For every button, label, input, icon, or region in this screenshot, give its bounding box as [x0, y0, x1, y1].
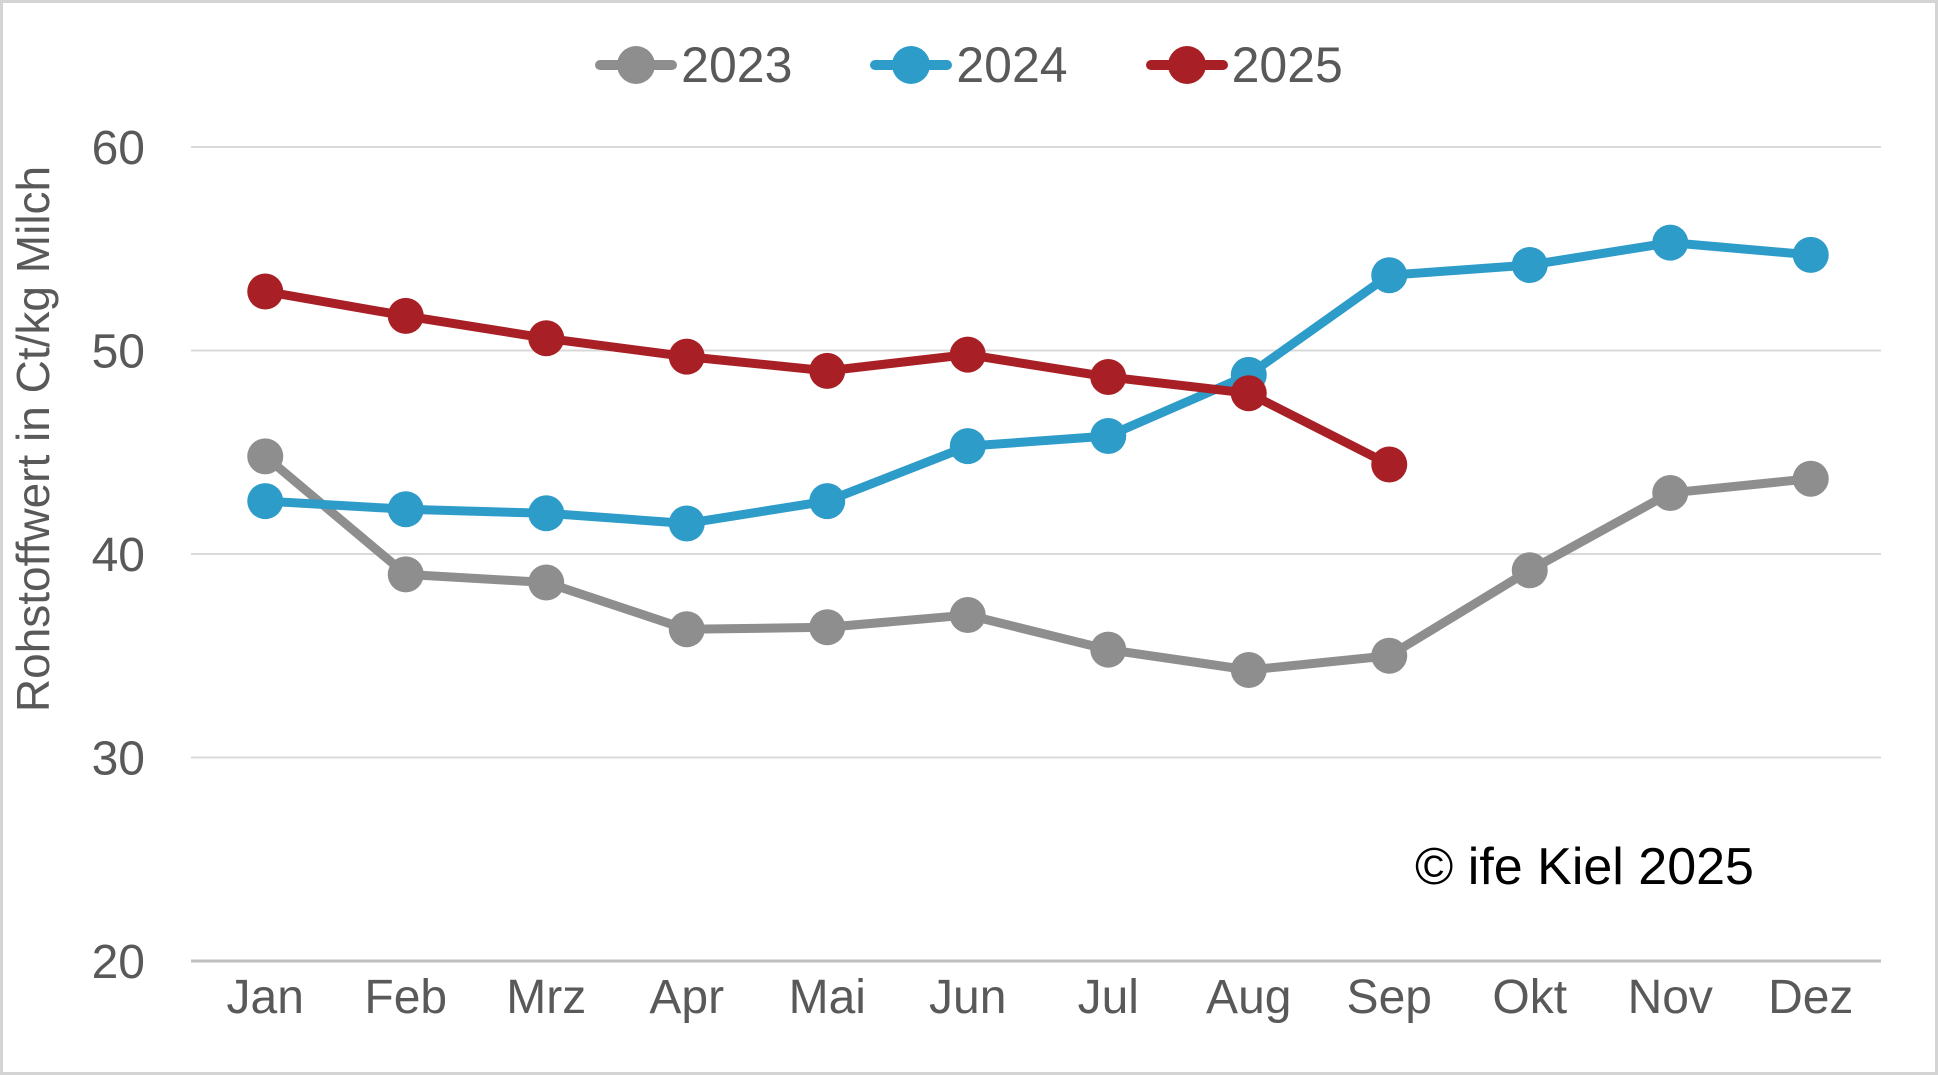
data-point-2024-Jul — [1090, 417, 1127, 454]
plot-area: 60 50 40 30 20 Jan Feb Mrz Apr Mai Jun Jul Aug Sep Okt… — [7, 122, 1881, 1024]
data-point-2023-Feb — [387, 556, 424, 593]
data-point-2025-Feb — [387, 297, 424, 334]
data-point-2023-Jun — [949, 597, 986, 634]
data-point-2024-Feb — [387, 491, 424, 528]
y-tick-label: 30 — [92, 733, 145, 786]
data-point-2025-Mai — [809, 352, 846, 389]
data-point-2023-Mai — [809, 609, 846, 646]
y-tick-label: 20 — [92, 936, 145, 989]
legend-marker-icon — [1145, 45, 1228, 85]
data-point-2024-Jun — [949, 428, 986, 465]
data-point-2025-Aug — [1230, 375, 1267, 412]
x-tick-label: Jun — [929, 971, 1006, 1024]
x-tick-label: Aug — [1206, 971, 1291, 1024]
x-tick-label: Mai — [789, 971, 866, 1024]
series-line-2024 — [260, 238, 1816, 528]
data-point-2024-Okt — [1511, 247, 1548, 284]
data-point-2024-Nov — [1652, 224, 1689, 261]
y-tick-label: 60 — [92, 122, 145, 175]
x-tick-label: Dez — [1768, 971, 1853, 1024]
series-line-2023 — [260, 451, 1816, 675]
legend-label: 2025 — [1231, 37, 1343, 93]
legend-label: 2023 — [681, 37, 793, 93]
copyright-text: © ife Kiel 2025 — [1415, 838, 1754, 896]
data-point-2023-Sep — [1371, 637, 1408, 674]
data-point-2023-Mrz — [528, 564, 565, 601]
data-point-2023-Nov — [1652, 474, 1689, 511]
x-tick-label: Feb — [364, 971, 447, 1024]
chart-legend: 2023 2024 2025 — [3, 33, 1935, 97]
data-point-2024-Sep — [1371, 257, 1408, 294]
data-point-2023-Okt — [1511, 552, 1548, 589]
legend-item-2025: 2025 — [1145, 37, 1343, 93]
data-point-2024-Jan — [247, 483, 284, 520]
data-point-2025-Jul — [1090, 358, 1127, 395]
data-point-2025-Jun — [949, 336, 986, 373]
legend-item-2024: 2024 — [870, 37, 1068, 93]
x-tick-label: Jan — [227, 971, 304, 1024]
y-tick-label: 50 — [92, 326, 145, 379]
x-tick-label: Sep — [1347, 971, 1432, 1024]
legend-marker-icon — [595, 45, 678, 85]
data-point-2024-Dez — [1792, 236, 1829, 273]
y-axis-title: Rohstoffwert in Ct/kg Milch — [7, 166, 59, 712]
data-point-2024-Apr — [668, 505, 705, 542]
data-point-2025-Sep — [1371, 446, 1408, 483]
x-tick-label: Mrz — [506, 971, 586, 1024]
data-point-2025-Apr — [668, 338, 705, 375]
x-tick-label: Okt — [1492, 971, 1567, 1024]
legend-item-2023: 2023 — [595, 40, 792, 90]
data-point-2025-Mrz — [528, 320, 565, 357]
legend-label: 2024 — [956, 37, 1068, 93]
data-point-2024-Mrz — [528, 495, 565, 532]
data-point-2023-Dez — [1792, 460, 1829, 497]
legend-marker-icon — [870, 45, 953, 85]
data-point-2023-Apr — [668, 611, 705, 648]
data-point-2024-Mai — [809, 483, 846, 520]
y-tick-label: 40 — [92, 529, 145, 582]
data-point-2025-Jan — [247, 273, 284, 310]
x-tick-label: Apr — [649, 971, 724, 1024]
data-point-2023-Jul — [1090, 631, 1127, 668]
x-tick-label: Nov — [1628, 971, 1713, 1024]
data-point-2023-Aug — [1230, 651, 1267, 688]
data-point-2023-Jan — [247, 438, 284, 475]
x-tick-label: Jul — [1078, 971, 1139, 1024]
